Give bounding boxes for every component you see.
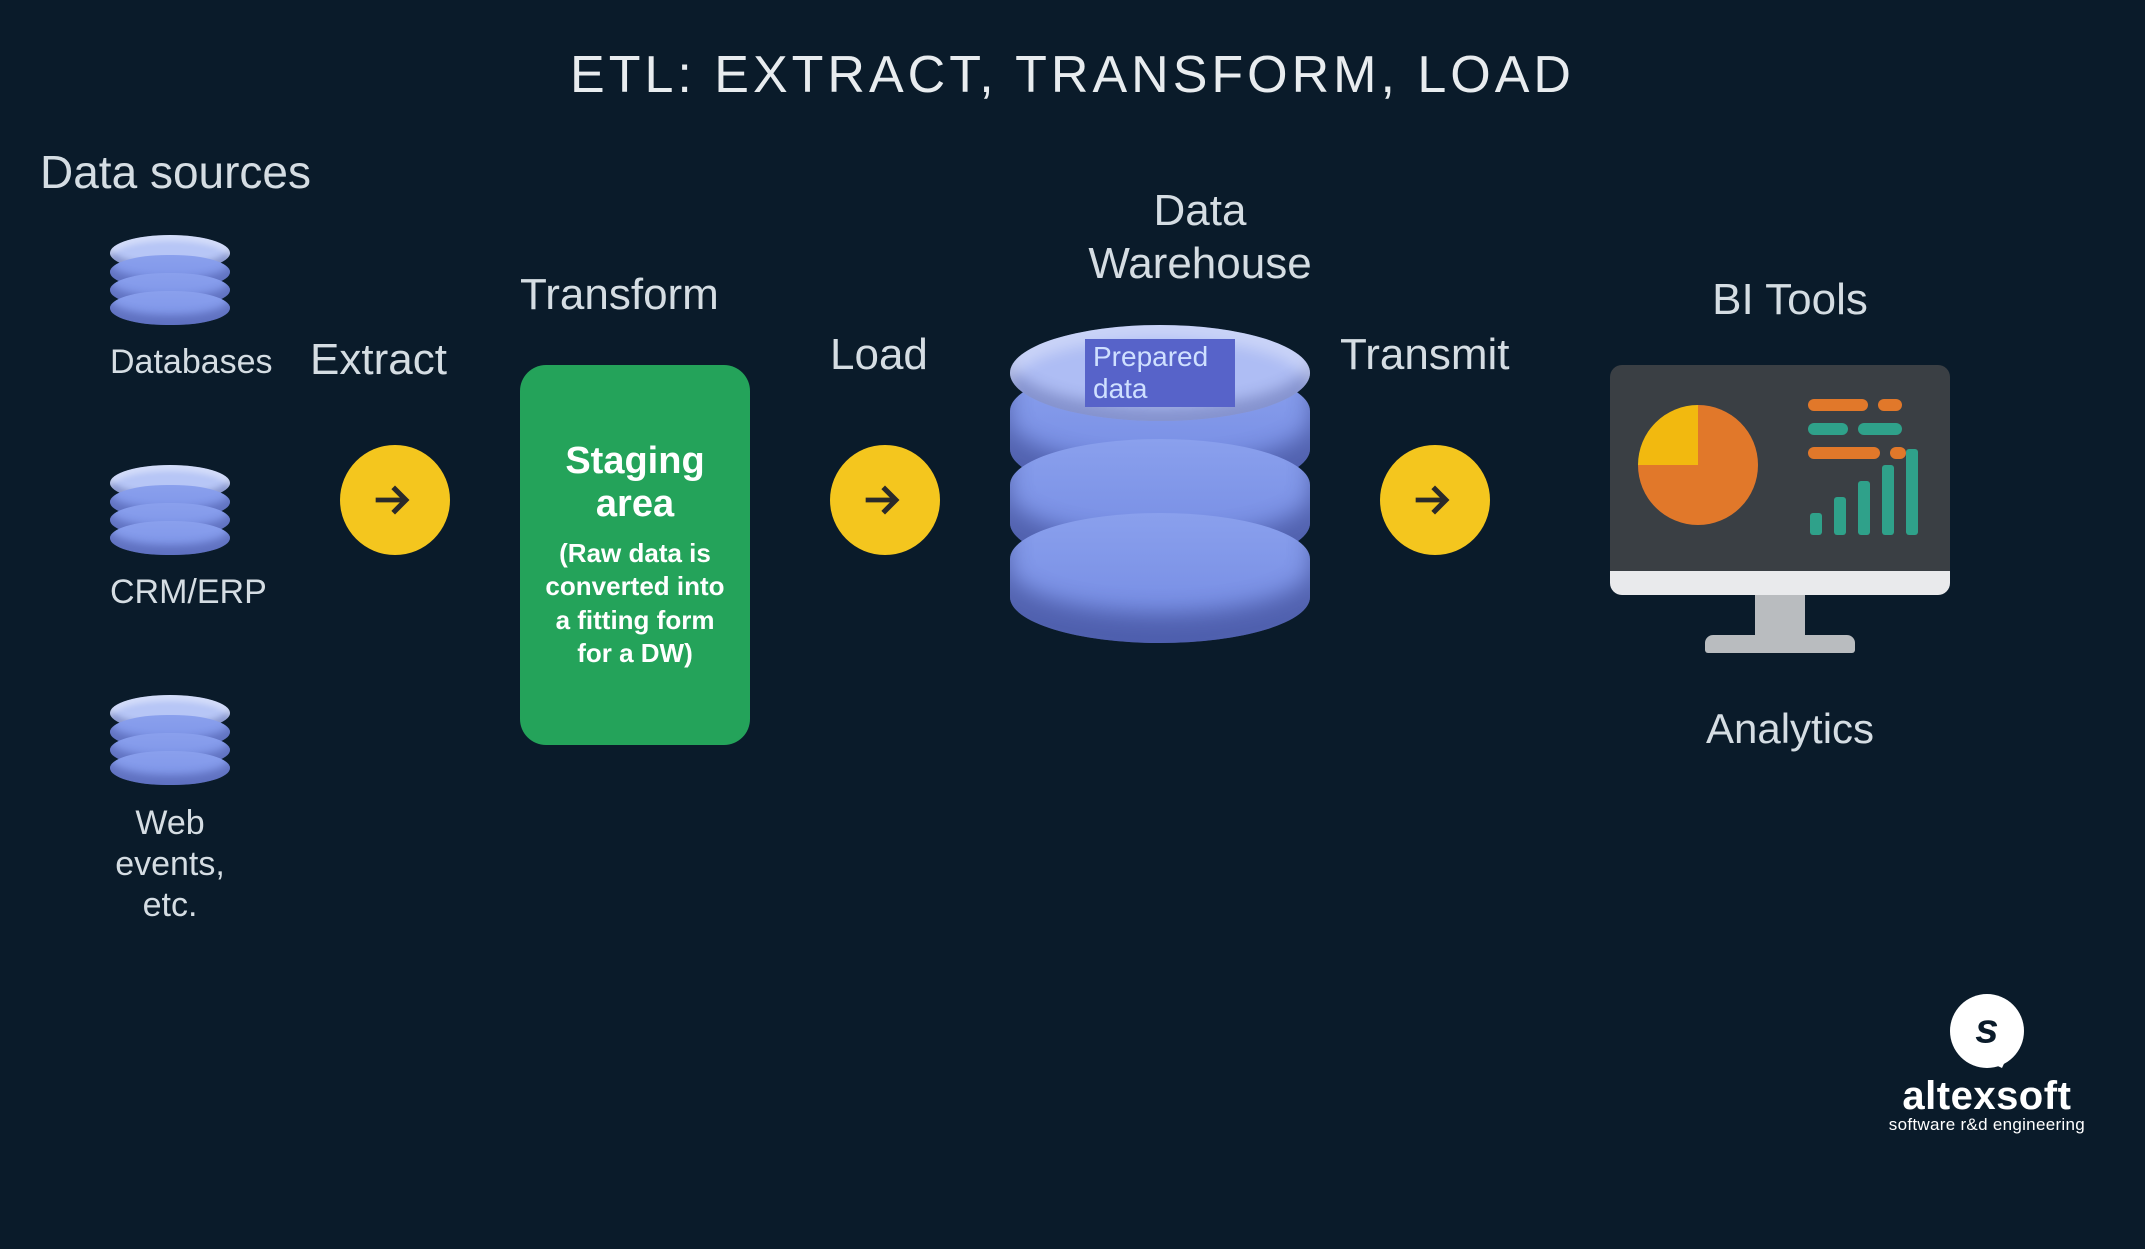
brand-name: altexsoft <box>1889 1074 2085 1119</box>
transform-label: Transform <box>520 270 719 320</box>
source-db-0: Databases <box>110 235 230 382</box>
prepared-data-badge: Prepared data <box>1085 339 1235 407</box>
arrow-transmit-icon <box>1380 445 1490 555</box>
warehouse-heading: Data Warehouse <box>1040 185 1360 291</box>
monitor-screen <box>1610 365 1950 595</box>
load-label: Load <box>830 330 928 380</box>
cylinder-seg <box>110 751 230 785</box>
cylinder-cap: Prepared data <box>1010 325 1310 421</box>
source-db-2: Web events, etc. <box>110 695 230 925</box>
extract-label: Extract <box>310 335 447 385</box>
transmit-label: Transmit <box>1340 330 1510 380</box>
arrow-extract-icon <box>340 445 450 555</box>
brand-tagline: software r&d engineering <box>1889 1115 2085 1135</box>
monitor-stand <box>1755 595 1805 635</box>
analytics-label: Analytics <box>1620 705 1960 753</box>
source-label: Databases <box>110 343 230 382</box>
staging-subtitle: (Raw data is converted into a fitting fo… <box>536 537 734 670</box>
sources-heading: Data sources <box>40 145 311 199</box>
page-title: ETL: EXTRACT, TRANSFORM, LOAD <box>0 0 2145 105</box>
warehouse-cylinder: Prepared data <box>1010 325 1310 643</box>
staging-box: Staging area (Raw data is converted into… <box>520 365 750 745</box>
arrow-load-icon <box>830 445 940 555</box>
cylinder-seg <box>110 291 230 325</box>
brand-bubble-icon: s <box>1950 994 2024 1068</box>
pie-chart-icon <box>1638 405 1758 525</box>
source-label: CRM/ERP <box>110 573 230 612</box>
source-label: Web events, etc. <box>110 803 230 925</box>
source-db-1: CRM/ERP <box>110 465 230 612</box>
cylinder-seg <box>1010 513 1310 643</box>
bi-heading: BI Tools <box>1620 275 1960 325</box>
monitor-base <box>1705 635 1855 653</box>
cylinder-seg <box>110 521 230 555</box>
staging-title: Staging area <box>536 440 734 527</box>
brand-logo: s altexsoft software r&d engineering <box>1889 994 2085 1135</box>
brand-glyph: s <box>1975 1005 1998 1053</box>
bar-chart-icon <box>1810 455 1918 535</box>
diagram-stage: Data sources Databases CRM/ERP Web event… <box>0 105 2145 1205</box>
bi-monitor-icon <box>1610 365 1950 675</box>
